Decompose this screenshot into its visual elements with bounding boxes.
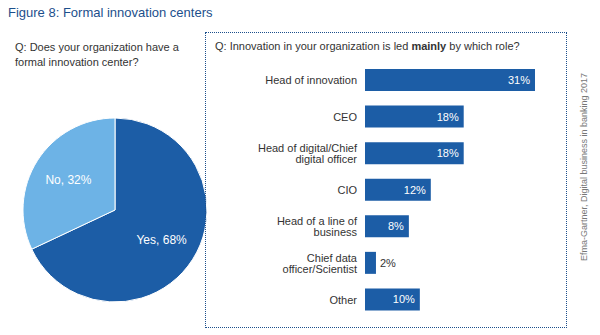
svg-text:18%: 18%: [437, 147, 459, 159]
svg-text:31%: 31%: [508, 74, 530, 86]
html-text:Figure 8: Formal innovation ce: Figure 8: Formal innovation centers: [8, 5, 213, 20]
svg-text:Yes, 68%: Yes, 68%: [136, 233, 187, 247]
svg-text:10%: 10%: [393, 293, 415, 305]
svg-text:8%: 8%: [388, 220, 404, 232]
svg-text:Other: Other: [329, 294, 357, 306]
html-text:Q: Does your organization have: Q: Does your organization have a formal …: [15, 41, 179, 68]
svg-text:12%: 12%: [404, 184, 426, 196]
svg-text:Head of a line ofbusiness: Head of a line ofbusiness: [277, 215, 358, 238]
svg-text:Head of digital/Chiefdigital o: Head of digital/Chiefdigital officer: [258, 142, 358, 165]
svg-text:Head of innovation: Head of innovation: [265, 74, 357, 86]
html-text:Efma-Gartner, Digital business: Efma-Gartner, Digital business in bankin…: [579, 72, 589, 262]
svg-text:Chief dataofficer/Scientist: Chief dataofficer/Scientist: [283, 252, 358, 275]
svg-text:No, 32%: No, 32%: [45, 173, 91, 187]
svg-text:CEO: CEO: [333, 111, 357, 123]
svg-text:18%: 18%: [437, 111, 459, 123]
svg-text:2%: 2%: [380, 257, 396, 269]
html-text:Q: Innovation in your organiza: Q: Innovation in your organization is le…: [215, 40, 520, 52]
svg-text:CIO: CIO: [337, 184, 357, 196]
